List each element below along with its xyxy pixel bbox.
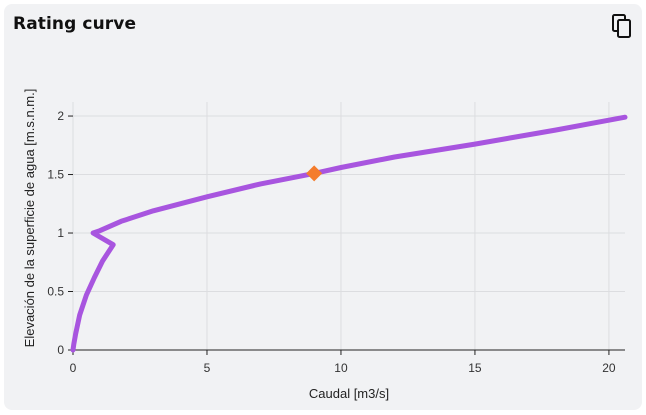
x-tick-label: 5 (204, 361, 211, 375)
y-tick-label: 0 (57, 343, 64, 357)
y-axis-label: Elevación de la superficie de agua [m.s.… (22, 89, 37, 348)
chart-card: Rating curve (4, 4, 642, 410)
copy-icon[interactable] (611, 13, 635, 41)
y-tick-label: 0.5 (47, 285, 64, 299)
chart-title: Rating curve (13, 14, 137, 34)
grid-lines (72, 102, 625, 351)
y-tick-label: 1.5 (47, 168, 64, 182)
y-axis-ticks: 0 0.5 1 1.5 2 (47, 109, 73, 357)
x-tick-label: 10 (334, 361, 348, 375)
x-axis-label: Caudal [m3/s] (309, 386, 389, 401)
x-tick-label: 20 (602, 361, 616, 375)
x-tick-label: 0 (70, 361, 77, 375)
y-tick-label: 1 (57, 226, 64, 240)
x-axis-ticks: 0 5 10 15 20 (70, 350, 616, 375)
rating-curve-line (70, 114, 628, 353)
y-tick-label: 2 (57, 109, 64, 123)
x-tick-label: 15 (468, 361, 482, 375)
highlight-point-marker[interactable] (306, 165, 323, 182)
